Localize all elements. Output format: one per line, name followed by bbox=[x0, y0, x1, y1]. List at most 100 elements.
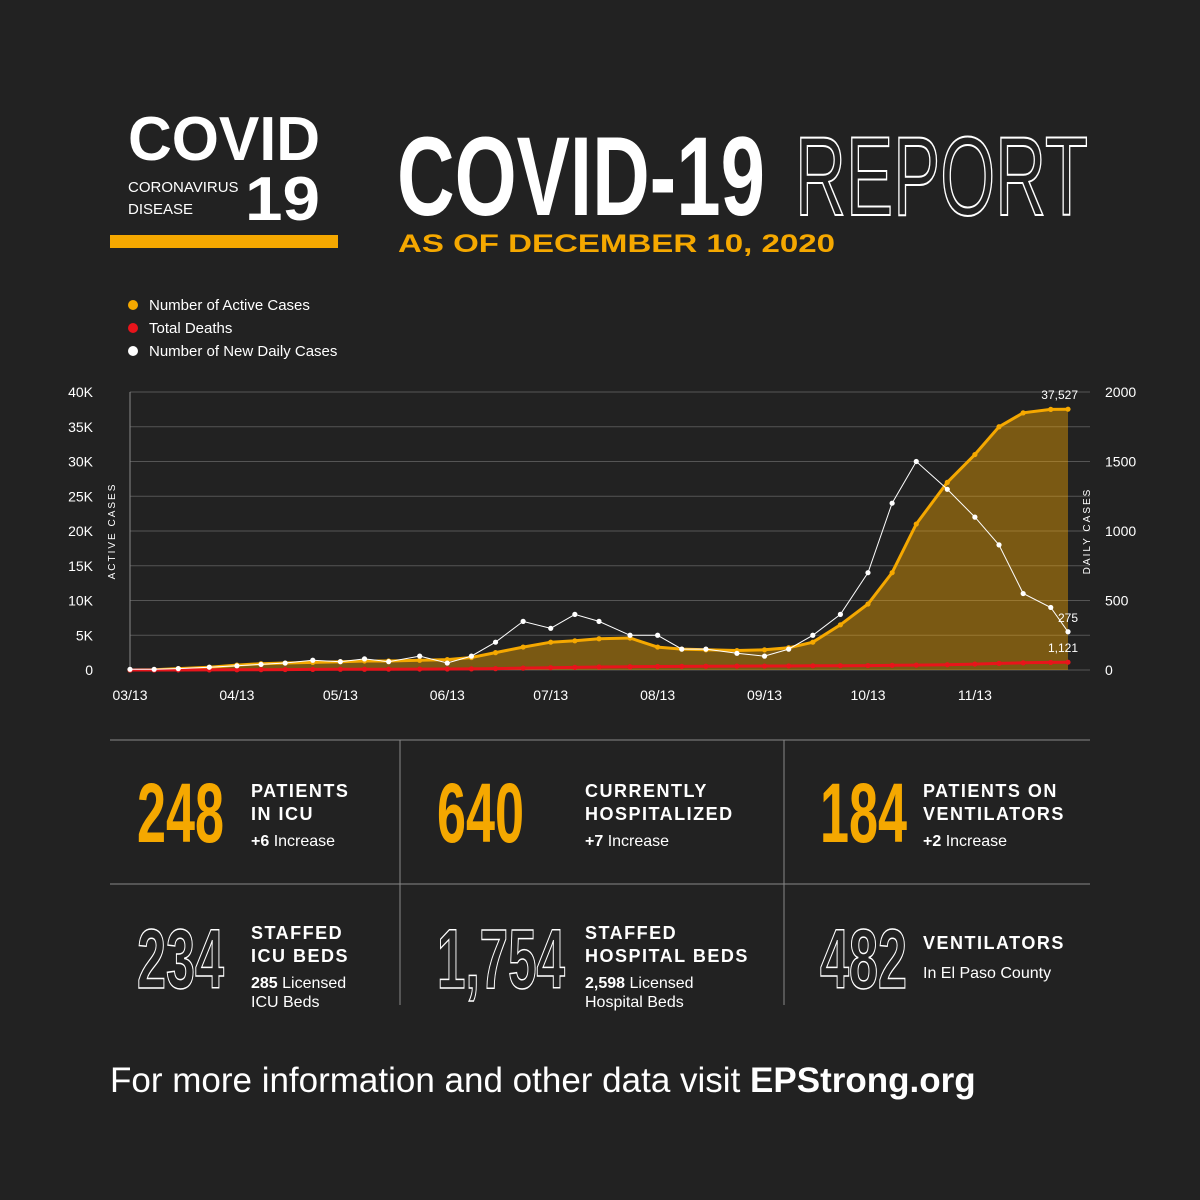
y2-tick-label: 1500 bbox=[1105, 454, 1136, 470]
legend-label: Total Deaths bbox=[149, 320, 232, 337]
title-outline: REPORT bbox=[795, 114, 1088, 239]
stat-label: HOSPITALIZED bbox=[585, 804, 734, 824]
point bbox=[972, 661, 978, 667]
point bbox=[444, 660, 450, 666]
point bbox=[810, 632, 816, 638]
point bbox=[417, 657, 423, 663]
stat-note-text: ICU Beds bbox=[251, 994, 319, 1011]
stat-note-bold: +6 bbox=[251, 833, 269, 850]
x-tick-label: 04/13 bbox=[219, 687, 254, 703]
x-tick-label: 03/13 bbox=[112, 687, 147, 703]
point bbox=[175, 666, 181, 672]
y-tick-label: 0 bbox=[85, 662, 93, 678]
stat-note-text: Licensed bbox=[630, 975, 694, 992]
point bbox=[492, 639, 499, 645]
y2-tick-label: 2000 bbox=[1105, 384, 1136, 400]
point bbox=[913, 458, 919, 465]
point bbox=[386, 659, 392, 665]
stat-note-bold: 2,598 bbox=[585, 975, 625, 992]
point bbox=[1048, 659, 1054, 666]
point bbox=[865, 601, 871, 607]
point bbox=[837, 622, 843, 628]
point bbox=[492, 666, 499, 672]
point bbox=[944, 486, 950, 492]
point bbox=[361, 656, 368, 662]
area bbox=[130, 409, 1068, 670]
point bbox=[386, 666, 392, 672]
stat-note: +6 Increase bbox=[251, 833, 335, 850]
value-label: 37,527 bbox=[1041, 388, 1078, 402]
point bbox=[889, 500, 895, 506]
stat-number: 184 bbox=[820, 766, 907, 860]
point bbox=[655, 663, 661, 670]
point bbox=[417, 653, 423, 659]
point bbox=[1020, 660, 1026, 666]
point bbox=[913, 662, 919, 668]
stat-note-text: Increase bbox=[946, 833, 1007, 850]
stat-label: PATIENTS bbox=[251, 781, 349, 801]
point bbox=[996, 542, 1002, 548]
stat-number: 1,754 bbox=[437, 912, 565, 1006]
value-label: 275 bbox=[1058, 611, 1078, 625]
stat-label: VENTILATORS bbox=[923, 933, 1065, 953]
point bbox=[1048, 406, 1054, 412]
x-tick-label: 08/13 bbox=[640, 687, 675, 703]
stat-note: In El Paso County bbox=[923, 965, 1051, 982]
y-tick-label: 15K bbox=[68, 558, 94, 574]
stat-label: STAFFED bbox=[251, 923, 343, 943]
stat-label: STAFFED bbox=[585, 923, 677, 943]
point bbox=[151, 666, 157, 672]
point bbox=[655, 644, 661, 650]
point bbox=[679, 646, 685, 652]
point bbox=[520, 665, 526, 671]
y-tick-label: 30K bbox=[68, 454, 94, 470]
logo-number: 19 bbox=[245, 165, 320, 234]
stat-number: 482 bbox=[820, 912, 907, 1006]
stat-number: 234 bbox=[137, 912, 224, 1006]
legend-swatch bbox=[128, 346, 138, 356]
point bbox=[548, 665, 554, 671]
point bbox=[761, 663, 768, 669]
point bbox=[889, 570, 895, 576]
point bbox=[761, 653, 768, 659]
stat-note: ICU Beds bbox=[251, 994, 319, 1011]
stat-note-text: Hospital Beds bbox=[585, 994, 684, 1011]
point bbox=[1065, 659, 1071, 665]
y2-tick-label: 1000 bbox=[1105, 523, 1136, 539]
x-tick-label: 07/13 bbox=[533, 687, 568, 703]
y2-tick-label: 500 bbox=[1105, 593, 1129, 609]
stat-label: PATIENTS ON bbox=[923, 781, 1058, 801]
x-tick-label: 05/13 bbox=[323, 687, 358, 703]
point bbox=[810, 663, 816, 669]
point bbox=[206, 664, 212, 670]
point bbox=[786, 663, 792, 669]
point bbox=[596, 618, 602, 624]
stat-note-bold: +2 bbox=[923, 833, 941, 850]
point bbox=[492, 650, 499, 656]
point bbox=[655, 632, 661, 638]
point bbox=[703, 646, 709, 652]
y2-axis-label: DAILY CASES bbox=[1082, 488, 1093, 575]
y-tick-label: 25K bbox=[68, 488, 94, 504]
point bbox=[361, 666, 368, 672]
stat-label: HOSPITAL BEDS bbox=[585, 946, 749, 966]
x-tick-label: 11/13 bbox=[958, 687, 992, 703]
y2-tick-label: 0 bbox=[1105, 662, 1113, 678]
legend-label: Number of Active Cases bbox=[149, 297, 310, 314]
point bbox=[889, 662, 895, 668]
point bbox=[282, 660, 288, 666]
stat-label: VENTILATORS bbox=[923, 804, 1065, 824]
point bbox=[1065, 406, 1071, 412]
point bbox=[1020, 410, 1026, 416]
title: COVID-19 bbox=[397, 114, 765, 239]
x-tick-label: 06/13 bbox=[430, 687, 465, 703]
point bbox=[761, 647, 768, 653]
y-tick-label: 10K bbox=[68, 593, 94, 609]
point bbox=[234, 667, 240, 673]
legend-label: Number of New Daily Cases bbox=[149, 343, 337, 360]
point bbox=[913, 521, 919, 527]
point bbox=[548, 625, 554, 631]
point bbox=[520, 618, 526, 624]
stat-note-bold: 285 bbox=[251, 975, 278, 992]
